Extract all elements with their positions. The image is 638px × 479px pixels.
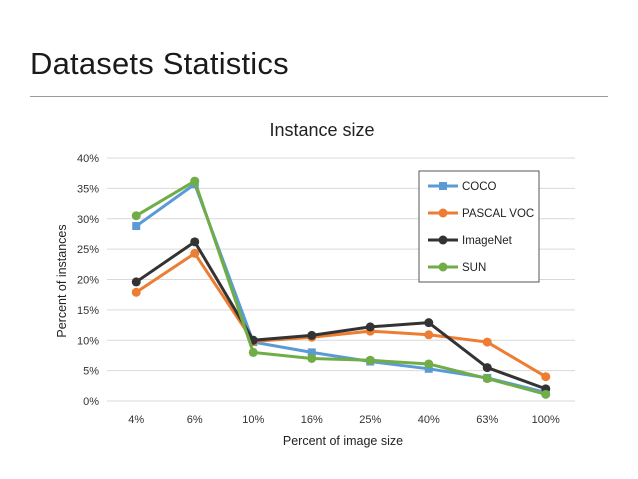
legend-label: PASCAL VOC [462,208,534,220]
data-point [131,277,141,287]
y-tick-label: 40% [77,153,99,165]
data-point [424,318,434,328]
x-tick-label: 40% [418,414,440,426]
y-tick-label: 20% [77,275,99,287]
legend-item: SUN [428,262,486,274]
data-series [131,176,551,399]
data-point [541,389,551,399]
data-point [307,330,317,340]
x-tick-label: 4% [128,414,144,426]
data-point [424,364,433,373]
data-point [190,248,200,258]
y-tick-label: 10% [77,335,99,347]
legend-swatch-marker [438,208,448,218]
x-tick-label: 63% [476,414,498,426]
y-tick-label: 15% [77,305,99,317]
data-point [482,337,492,347]
series-line [135,251,547,378]
legend: COCO PASCAL VOC ImageNet SUN [418,170,540,283]
y-tick-label: 25% [77,244,99,256]
data-point [190,237,200,247]
y-tick-label: 5% [83,366,99,378]
x-tick-label: 100% [532,414,560,426]
data-point [424,359,434,369]
x-tick-label: 10% [242,414,264,426]
series-line [135,179,547,396]
data-point [131,211,141,221]
data-point [132,222,141,231]
legend-label: COCO [462,181,497,193]
page-title: Datasets Statistics [30,46,289,81]
legend-item: ImageNet [428,235,513,247]
series-sun [131,176,551,399]
x-axis-ticks: 4% 6% 10% 16% 25% 40% 63% 100% [128,414,560,426]
data-point [541,372,551,382]
data-point [248,347,258,357]
y-axis-ticks: 0% 5% 10% 15% 20% 25% 30% 35% 40% [77,153,99,408]
data-point [307,353,317,363]
data-point [482,363,492,373]
legend-item: PASCAL VOC [428,208,534,220]
series-imagenet [131,237,551,394]
legend-item: COCO [428,181,497,193]
title-divider [30,96,608,97]
y-axis-label: Percent of instances [55,224,69,337]
x-tick-label: 6% [187,414,203,426]
legend-swatch-marker [438,235,448,245]
data-point [482,374,492,384]
legend-swatch-marker [439,182,447,190]
data-point [365,322,375,332]
data-point [365,355,375,365]
x-axis-label: Percent of image size [283,434,403,448]
data-point [190,176,200,186]
y-tick-label: 35% [77,183,99,195]
data-point [131,287,141,297]
legend-label: SUN [462,262,486,274]
legend-swatch-marker [438,262,448,272]
y-tick-label: 0% [83,396,99,408]
y-tick-label: 30% [77,214,99,226]
series-line [135,240,547,391]
chart-title: Instance size [269,120,374,140]
legend-label: ImageNet [462,235,513,247]
data-point [424,330,434,340]
data-point [307,348,316,357]
x-tick-label: 16% [301,414,323,426]
x-tick-label: 25% [359,414,381,426]
